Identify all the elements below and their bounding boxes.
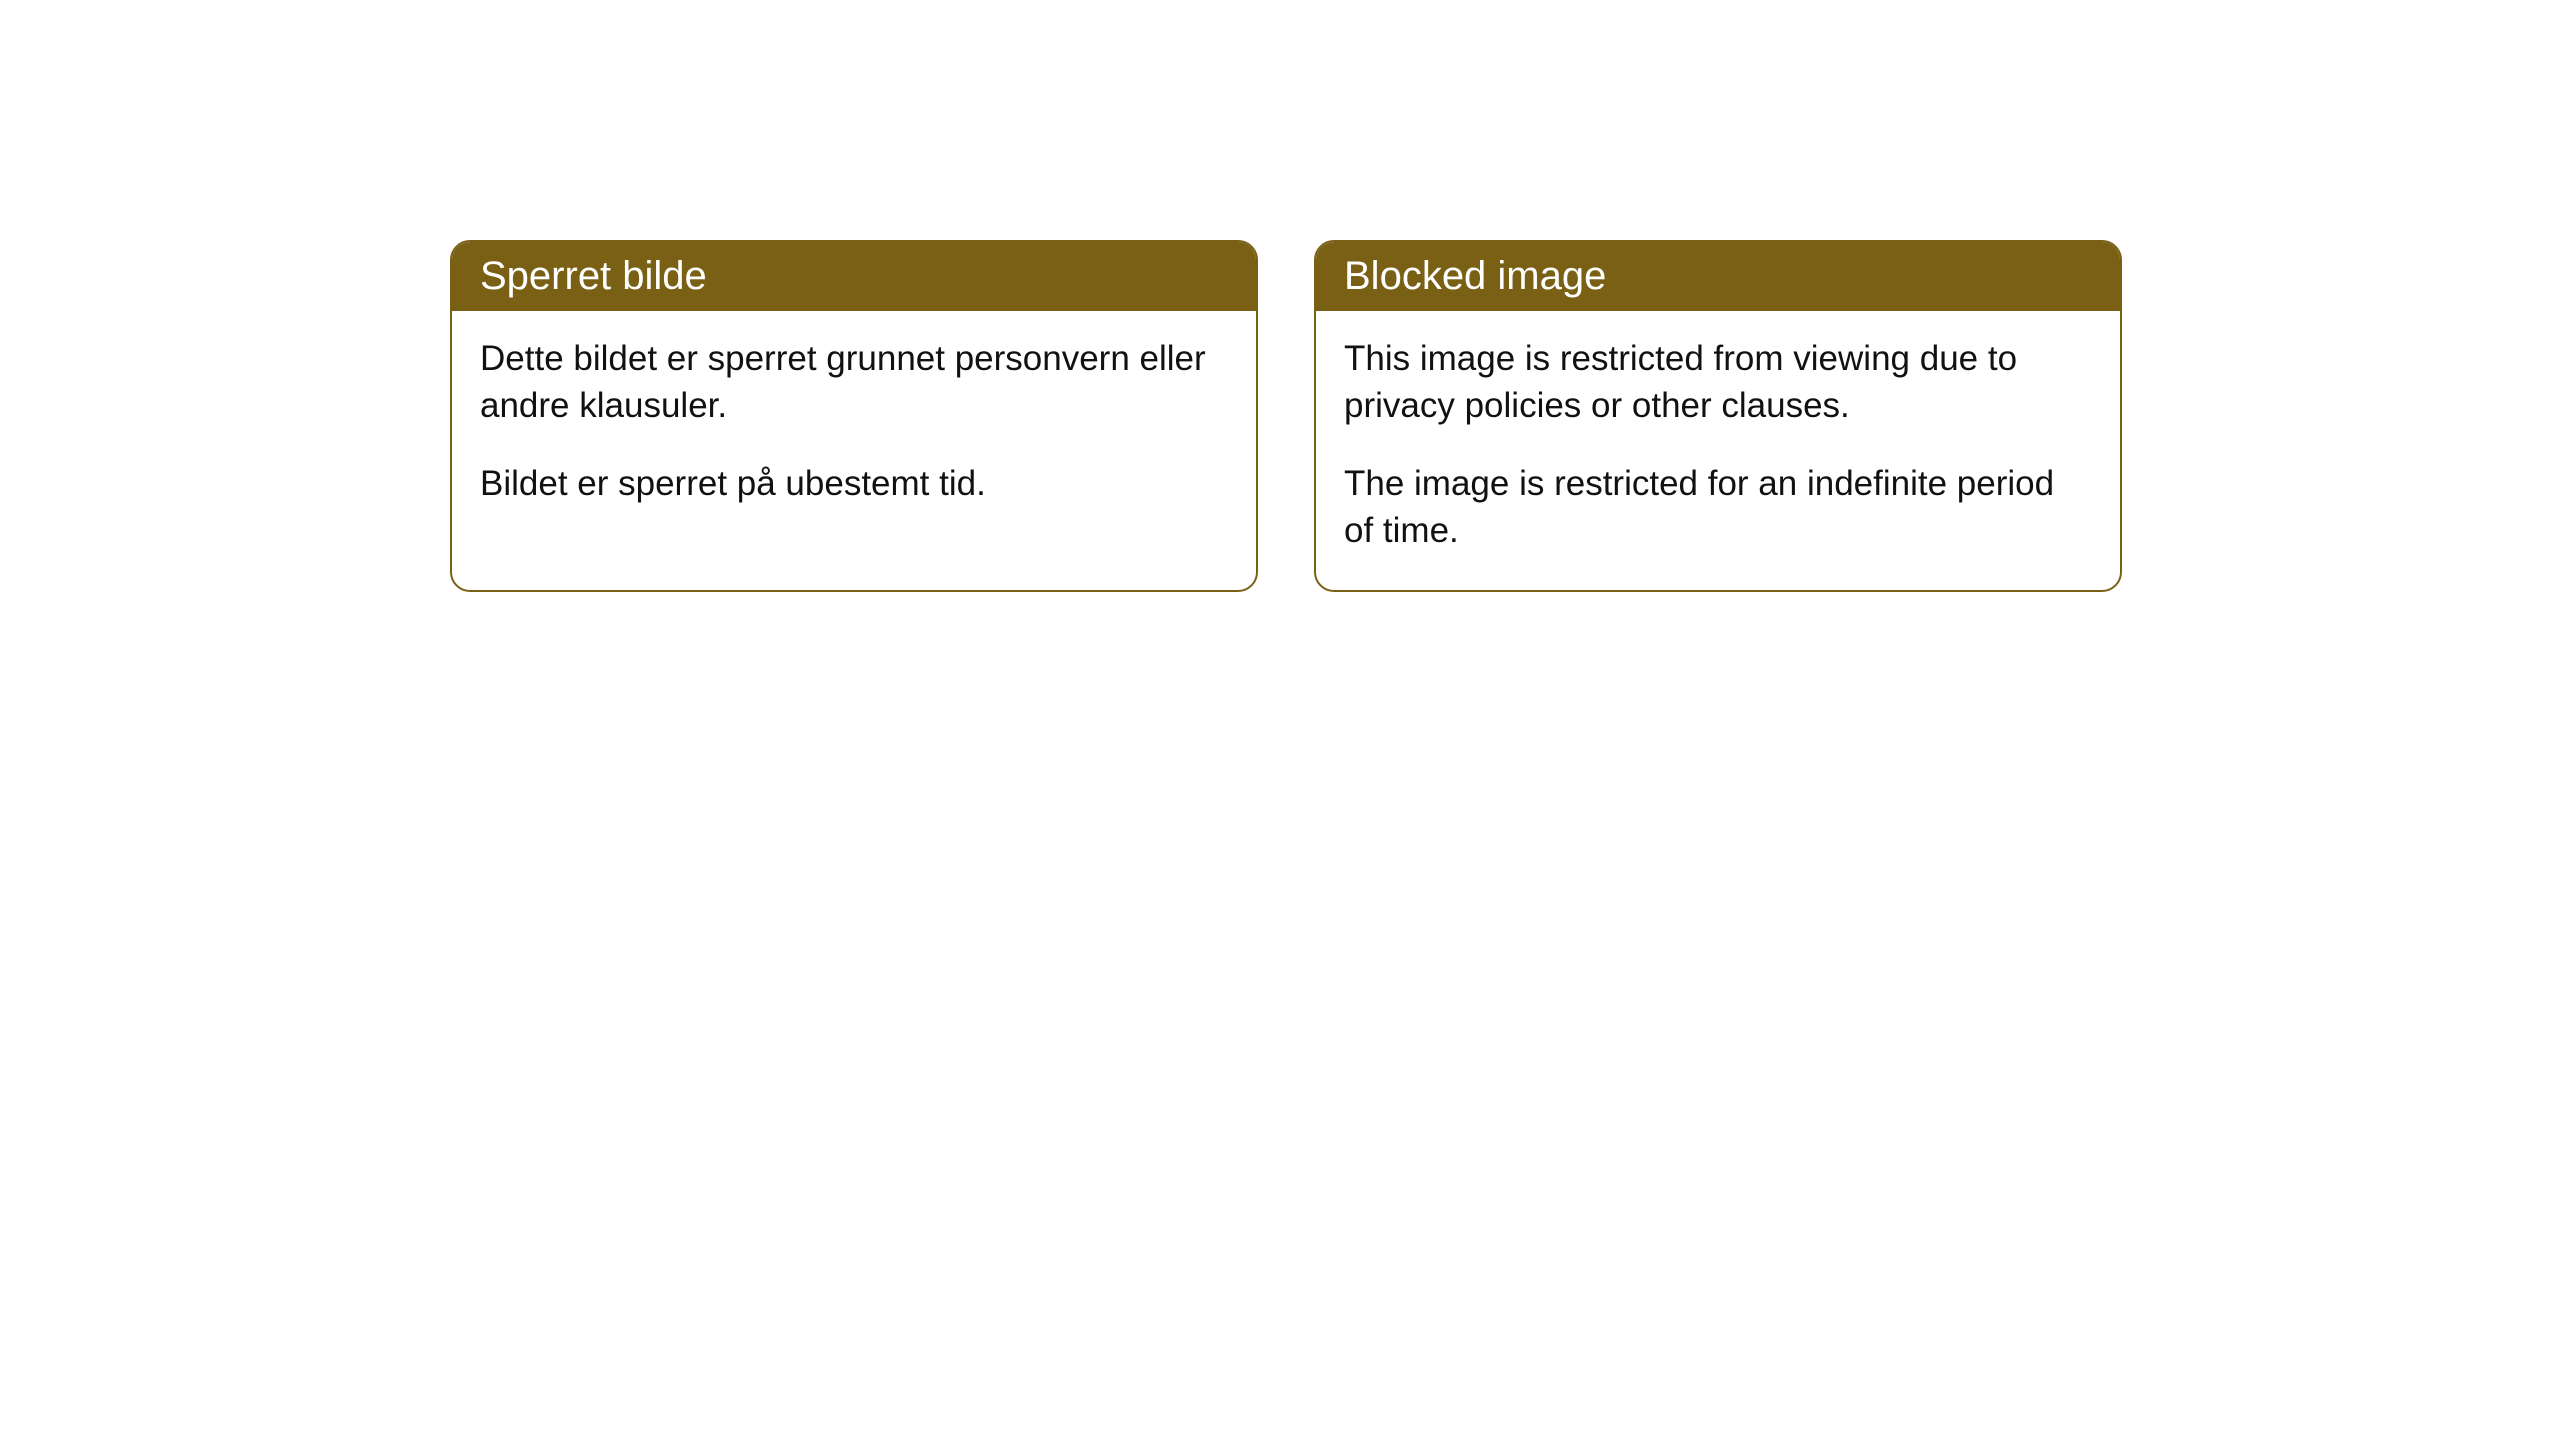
card-sperret-bilde: Sperret bilde Dette bildet er sperret gr…: [450, 240, 1258, 592]
card-paragraph: The image is restricted for an indefinit…: [1344, 460, 2092, 555]
card-body: This image is restricted from viewing du…: [1316, 311, 2120, 590]
card-body: Dette bildet er sperret grunnet personve…: [452, 311, 1256, 543]
card-paragraph: Bildet er sperret på ubestemt tid.: [480, 460, 1228, 507]
card-paragraph: Dette bildet er sperret grunnet personve…: [480, 335, 1228, 430]
card-title: Sperret bilde: [452, 242, 1256, 311]
card-title: Blocked image: [1316, 242, 2120, 311]
card-container: Sperret bilde Dette bildet er sperret gr…: [450, 240, 2122, 592]
card-paragraph: This image is restricted from viewing du…: [1344, 335, 2092, 430]
card-blocked-image: Blocked image This image is restricted f…: [1314, 240, 2122, 592]
